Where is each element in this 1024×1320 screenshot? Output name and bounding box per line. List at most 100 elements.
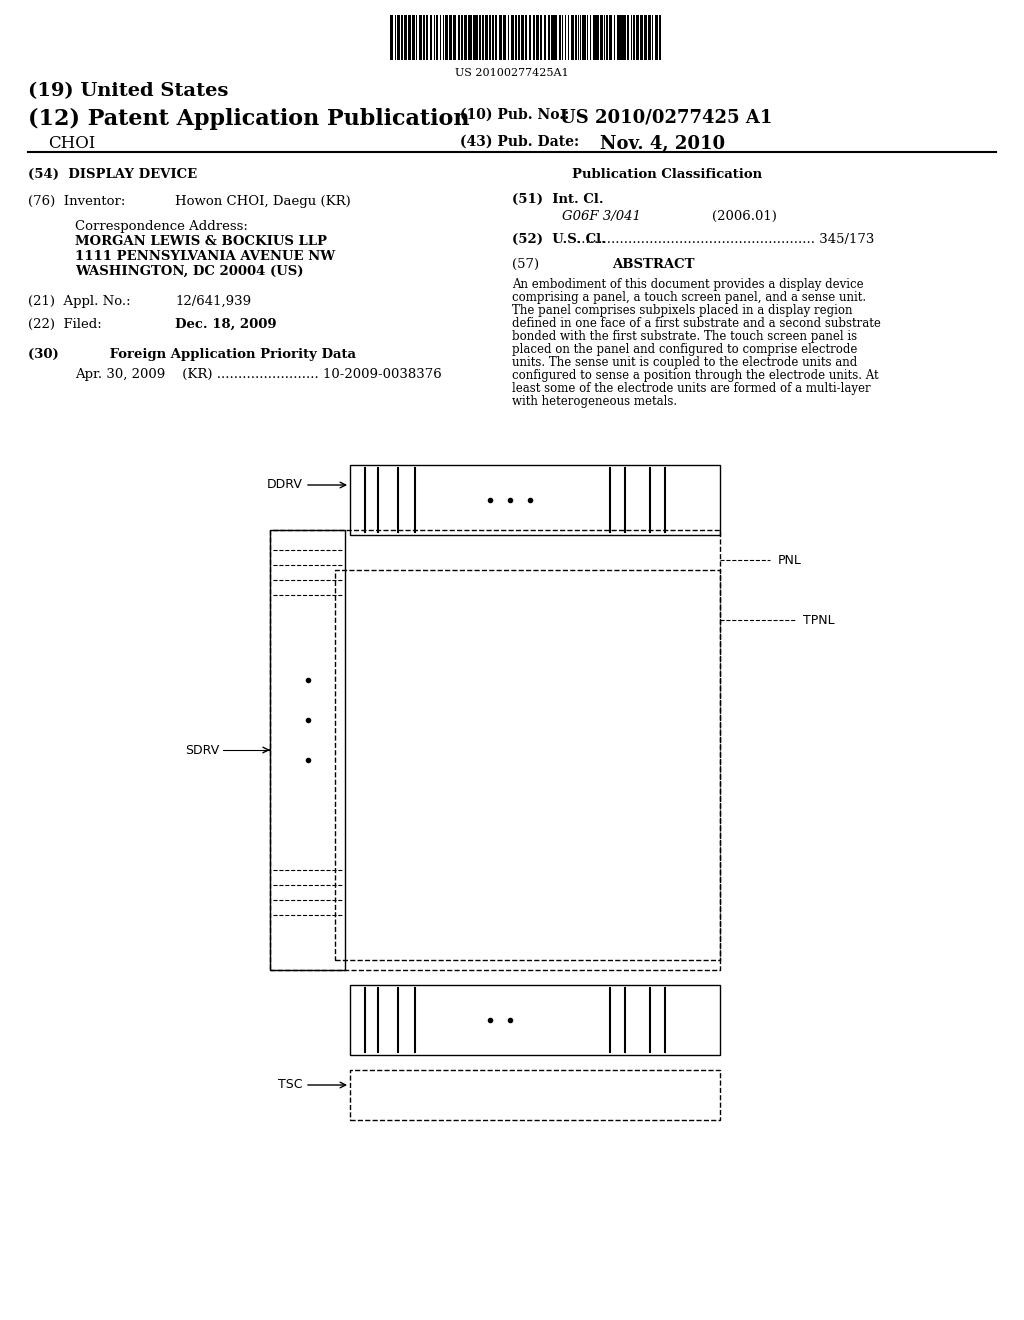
Bar bbox=[528, 15, 531, 59]
Text: (10) Pub. No.:: (10) Pub. No.: bbox=[460, 108, 569, 121]
Text: The panel comprises subpixels placed in a display region: The panel comprises subpixels placed in … bbox=[512, 304, 853, 317]
Bar bbox=[449, 15, 452, 59]
Bar bbox=[508, 15, 509, 59]
Text: ABSTRACT: ABSTRACT bbox=[612, 257, 694, 271]
Bar bbox=[482, 15, 483, 59]
Text: bonded with the first substrate. The touch screen panel is: bonded with the first substrate. The tou… bbox=[512, 330, 857, 343]
Bar bbox=[606, 15, 607, 59]
Bar bbox=[514, 15, 517, 59]
Bar bbox=[585, 15, 586, 59]
Bar bbox=[499, 15, 502, 59]
Bar bbox=[394, 15, 396, 59]
Bar bbox=[458, 15, 460, 59]
Text: (51)  Int. Cl.: (51) Int. Cl. bbox=[512, 193, 603, 206]
Bar bbox=[658, 15, 660, 59]
Text: least some of the electrode units are formed of a multi-layer: least some of the electrode units are fo… bbox=[512, 381, 870, 395]
Bar bbox=[593, 15, 596, 59]
Text: (76)  Inventor:: (76) Inventor: bbox=[28, 195, 125, 209]
Bar bbox=[423, 15, 425, 59]
Text: ........................................................ 345/173: ........................................… bbox=[577, 234, 874, 246]
Bar bbox=[544, 15, 546, 59]
Text: MORGAN LEWIS & BOCKIUS LLP: MORGAN LEWIS & BOCKIUS LLP bbox=[75, 235, 327, 248]
Bar bbox=[470, 15, 472, 59]
Bar bbox=[587, 15, 588, 59]
Bar bbox=[651, 15, 653, 59]
Bar bbox=[540, 15, 543, 59]
Text: placed on the panel and configured to comprise electrode: placed on the panel and configured to co… bbox=[512, 343, 857, 356]
Bar bbox=[574, 15, 577, 59]
Text: with heterogeneous metals.: with heterogeneous metals. bbox=[512, 395, 677, 408]
Bar bbox=[567, 15, 569, 59]
Text: (43) Pub. Date:: (43) Pub. Date: bbox=[460, 135, 580, 149]
Text: Howon CHOI, Daegu (KR): Howon CHOI, Daegu (KR) bbox=[175, 195, 351, 209]
Bar bbox=[453, 15, 456, 59]
Bar bbox=[604, 15, 605, 59]
Bar bbox=[436, 15, 438, 59]
Text: configured to sense a position through the electrode units. At: configured to sense a position through t… bbox=[512, 370, 879, 381]
Bar bbox=[548, 15, 550, 59]
Bar bbox=[461, 15, 463, 59]
Bar bbox=[559, 15, 561, 59]
Bar bbox=[643, 15, 646, 59]
Bar bbox=[600, 15, 603, 59]
Bar bbox=[580, 15, 582, 59]
Text: WASHINGTON, DC 20004 (US): WASHINGTON, DC 20004 (US) bbox=[75, 265, 303, 279]
Bar bbox=[578, 15, 579, 59]
Bar bbox=[636, 15, 639, 59]
Text: (2006.01): (2006.01) bbox=[712, 210, 777, 223]
Text: Dec. 18, 2009: Dec. 18, 2009 bbox=[175, 318, 276, 331]
Text: US 2010/0277425 A1: US 2010/0277425 A1 bbox=[560, 108, 772, 125]
Bar bbox=[654, 15, 657, 59]
Bar bbox=[525, 15, 527, 59]
Bar bbox=[396, 15, 399, 59]
Text: An embodiment of this document provides a display device: An embodiment of this document provides … bbox=[512, 279, 863, 290]
Bar bbox=[270, 531, 720, 970]
Bar bbox=[590, 15, 591, 59]
Bar bbox=[401, 15, 402, 59]
Text: DDRV: DDRV bbox=[267, 479, 303, 491]
Text: US 20100277425A1: US 20100277425A1 bbox=[456, 69, 568, 78]
Text: 12/641,939: 12/641,939 bbox=[175, 294, 251, 308]
Bar bbox=[350, 465, 720, 535]
Text: (57): (57) bbox=[512, 257, 539, 271]
Bar bbox=[426, 15, 428, 59]
Bar bbox=[640, 15, 643, 59]
Text: TPNL: TPNL bbox=[803, 614, 835, 627]
Bar bbox=[633, 15, 635, 59]
Text: (12) Patent Application Publication: (12) Patent Application Publication bbox=[28, 108, 469, 131]
Bar bbox=[489, 15, 492, 59]
Bar bbox=[270, 531, 345, 970]
Bar bbox=[621, 15, 623, 59]
Bar bbox=[517, 15, 520, 59]
Bar bbox=[613, 15, 615, 59]
Bar bbox=[624, 15, 627, 59]
Text: G06F 3/041: G06F 3/041 bbox=[562, 210, 641, 223]
Bar bbox=[433, 15, 435, 59]
Bar bbox=[532, 15, 535, 59]
Bar bbox=[350, 985, 720, 1055]
Bar bbox=[412, 15, 415, 59]
Text: 1111 PENNSYLVANIA AVENUE NW: 1111 PENNSYLVANIA AVENUE NW bbox=[75, 249, 335, 263]
Bar bbox=[390, 15, 393, 59]
Bar bbox=[551, 15, 554, 59]
Text: defined in one face of a first substrate and a second substrate: defined in one face of a first substrate… bbox=[512, 317, 881, 330]
Bar bbox=[565, 15, 566, 59]
Bar bbox=[478, 15, 480, 59]
Bar bbox=[631, 15, 632, 59]
Text: units. The sense unit is coupled to the electrode units and: units. The sense unit is coupled to the … bbox=[512, 356, 857, 370]
Bar bbox=[648, 15, 651, 59]
Bar bbox=[408, 15, 411, 59]
Text: Apr. 30, 2009    (KR) ........................ 10-2009-0038376: Apr. 30, 2009 (KR) .....................… bbox=[75, 368, 441, 381]
Bar bbox=[335, 570, 720, 960]
Bar bbox=[416, 15, 417, 59]
Bar bbox=[536, 15, 539, 59]
Bar bbox=[495, 15, 498, 59]
Bar bbox=[350, 1071, 720, 1119]
Bar bbox=[444, 15, 447, 59]
Text: (30)           Foreign Application Priority Data: (30) Foreign Application Priority Data bbox=[28, 348, 356, 360]
Bar bbox=[439, 15, 441, 59]
Bar bbox=[503, 15, 506, 59]
Bar bbox=[430, 15, 432, 59]
Text: (22)  Filed:: (22) Filed: bbox=[28, 318, 101, 331]
Bar bbox=[616, 15, 620, 59]
